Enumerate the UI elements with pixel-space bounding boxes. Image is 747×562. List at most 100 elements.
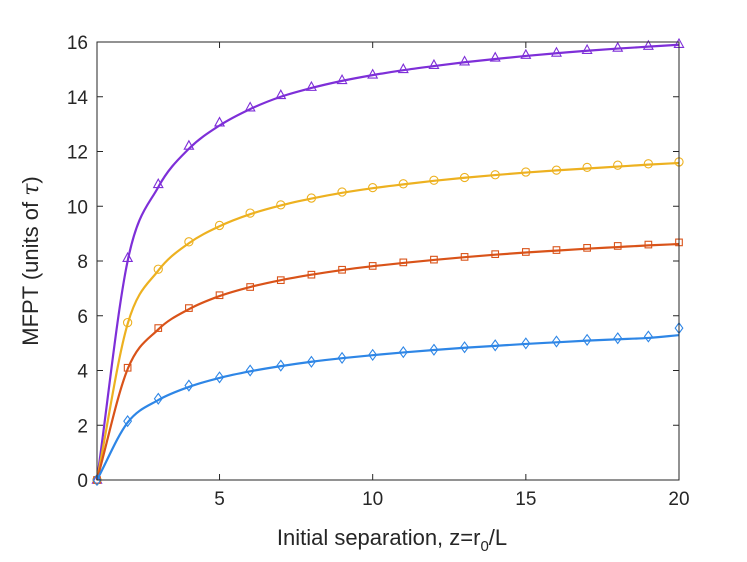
data-point-diamond: [460, 341, 470, 354]
data-point-square: [399, 258, 408, 267]
data-point-square: [338, 265, 346, 274]
data-point-diamond: [276, 359, 286, 372]
y-tick-label: 0: [77, 471, 88, 492]
data-point-diamond: [215, 371, 225, 384]
data-point-square: [460, 253, 469, 261]
data-point-circle: [337, 187, 347, 197]
data-point-circle: [551, 165, 562, 175]
x-axis-title-suffix: /L: [489, 525, 507, 550]
data-point-diamond: [153, 392, 163, 405]
x-axis-title-subscript: 0: [480, 538, 488, 555]
data-point-square: [246, 283, 255, 291]
data-point-diamond: [92, 473, 102, 487]
data-point-circle: [582, 162, 592, 173]
data-point-circle: [459, 172, 470, 183]
x-tick-label: 5: [214, 489, 225, 510]
data-point-square: [307, 270, 316, 279]
data-point-circle: [368, 182, 378, 193]
x-tick-label: 10: [362, 489, 383, 510]
data-point-diamond: [582, 333, 592, 346]
data-point-square: [215, 291, 224, 300]
y-tick-label: 14: [67, 88, 89, 109]
data-point-diamond: [184, 379, 194, 392]
data-point-square: [185, 304, 193, 312]
data-point-diamond: [429, 343, 439, 356]
data-point-triangle: [428, 58, 440, 70]
data-point-triangle: [336, 73, 348, 85]
ticks-layer: 5 10 15 20 0 2 4 6 8 10 12 14 16: [67, 33, 690, 510]
data-point-circle: [521, 167, 531, 177]
data-point-circle: [429, 175, 439, 185]
data-point-circle: [122, 317, 133, 328]
data-point-diamond: [337, 351, 347, 365]
data-point-square: [276, 276, 285, 285]
series-diamond: [92, 321, 684, 487]
y-axis-title-symbol: τ: [19, 183, 44, 196]
y-tick-label: 12: [67, 143, 88, 164]
data-point-square: [521, 248, 530, 256]
data-point-diamond: [306, 355, 316, 368]
x-axis-title-main: Initial separation, z=r: [277, 525, 481, 550]
data-point-square: [368, 262, 377, 270]
data-point-triangle: [367, 68, 379, 79]
data-point-circle: [398, 179, 408, 189]
data-point-square: [491, 250, 500, 259]
data-point-circle: [153, 264, 163, 274]
data-point-circle: [214, 220, 225, 231]
data-point-triangle: [489, 51, 501, 62]
data-point-square: [430, 255, 438, 264]
series-line-square: [95, 242, 680, 481]
data-point-triangle: [550, 46, 563, 57]
series-triangle: [91, 37, 685, 484]
y-tick-label: 10: [67, 197, 88, 218]
data-point-triangle: [244, 101, 256, 112]
data-point-circle: [643, 159, 654, 169]
y-tick-label: 2: [77, 416, 88, 437]
y-tick-label: 8: [77, 252, 88, 273]
y-tick-label: 4: [77, 362, 88, 383]
series-line-triangle: [95, 43, 680, 481]
data-point-square: [154, 324, 163, 332]
data-point-square: [613, 242, 622, 250]
data-point-triangle: [275, 89, 287, 100]
data-point-triangle: [642, 39, 654, 50]
data-point-diamond: [490, 339, 500, 352]
data-point-diamond: [613, 332, 623, 345]
data-point-diamond: [551, 335, 561, 348]
data-point-triangle: [459, 55, 471, 66]
y-tick-label: 6: [77, 307, 88, 328]
data-point-square: [123, 363, 132, 372]
data-point-diamond: [123, 415, 133, 428]
data-point-square: [583, 244, 591, 252]
y-axis-title-suffix: ): [18, 176, 43, 183]
y-tick-label: 16: [67, 33, 88, 54]
plot-background: [97, 42, 679, 480]
data-point-circle: [613, 160, 623, 170]
data-point-square: [552, 246, 561, 254]
data-point-circle: [490, 170, 500, 180]
data-point-diamond: [368, 348, 378, 362]
y-axis-title-main: MFPT (units of: [18, 196, 43, 346]
data-point-circle: [245, 208, 255, 218]
data-point-triangle: [397, 63, 409, 74]
data-point-diamond: [521, 337, 531, 350]
data-point-circle: [306, 193, 317, 203]
x-axis-title: Initial separation, z=r0/L: [277, 525, 507, 555]
data-point-triangle: [581, 43, 593, 54]
data-point-triangle: [183, 139, 195, 150]
data-point-diamond: [398, 346, 408, 359]
data-point-triangle: [213, 116, 226, 127]
data-point-triangle: [305, 80, 317, 91]
data-point-circle: [276, 200, 286, 210]
x-tick-label: 20: [668, 489, 689, 510]
x-tick-label: 15: [515, 489, 536, 510]
data-point-square: [644, 240, 653, 249]
data-point-circle: [184, 237, 194, 247]
data-point-triangle: [520, 48, 532, 59]
y-axis-title: MFPT (units of τ): [18, 176, 44, 345]
data-point-triangle: [122, 251, 134, 263]
data-point-triangle: [152, 178, 164, 189]
data-point-diamond: [245, 364, 255, 377]
data-point-triangle: [612, 41, 624, 52]
